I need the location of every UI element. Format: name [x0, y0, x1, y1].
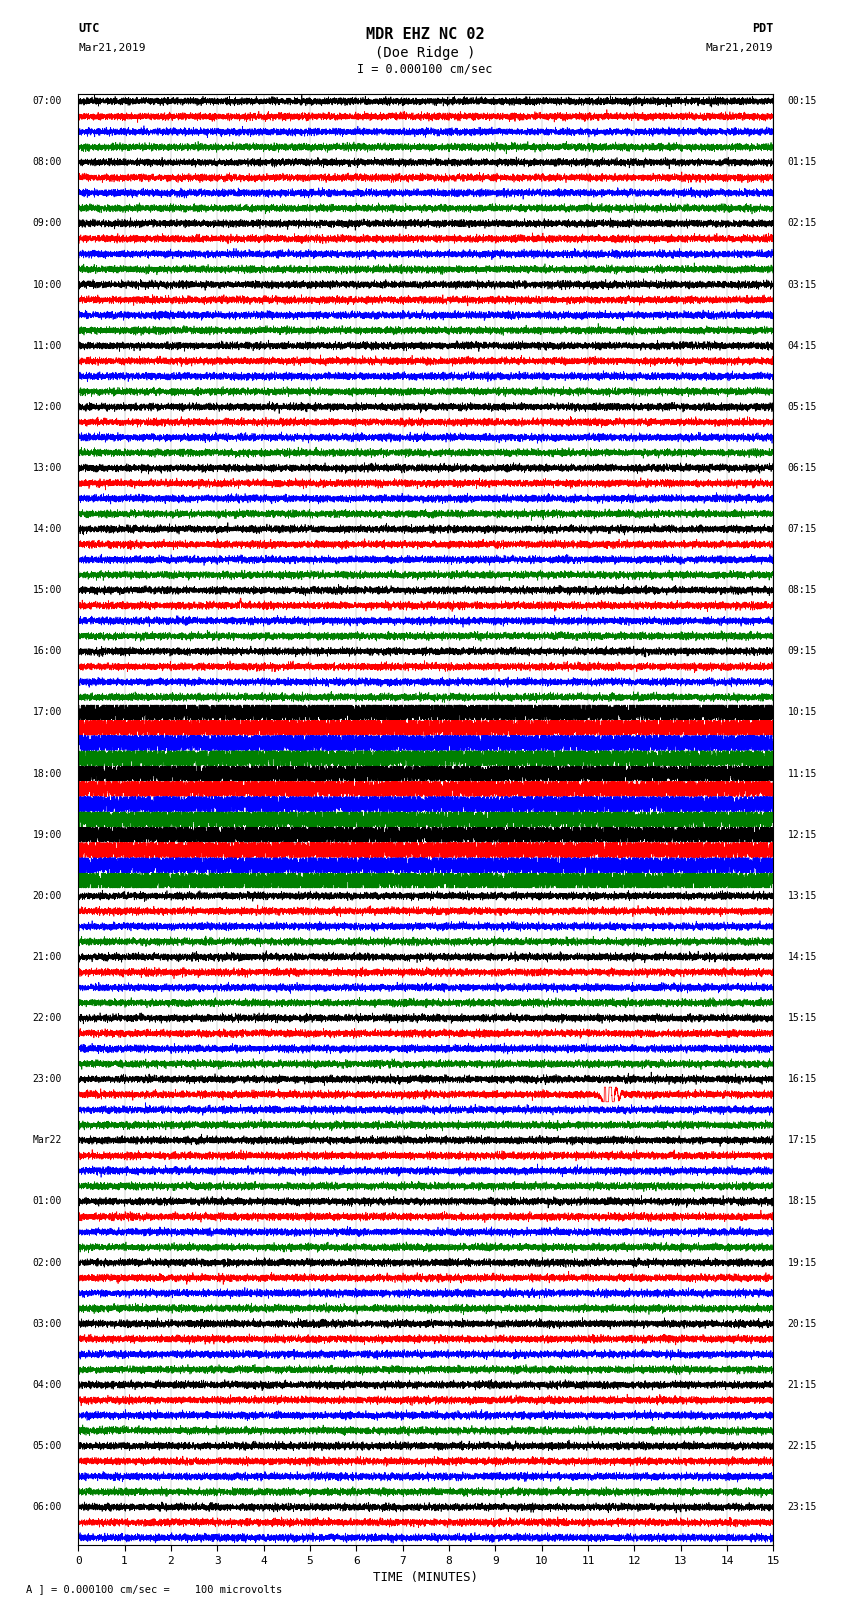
Text: 04:15: 04:15	[787, 340, 817, 350]
Text: 15:15: 15:15	[787, 1013, 817, 1023]
Text: 07:15: 07:15	[787, 524, 817, 534]
Text: 12:15: 12:15	[787, 829, 817, 840]
Text: 23:00: 23:00	[32, 1074, 62, 1084]
Text: 05:15: 05:15	[787, 402, 817, 411]
Text: 03:00: 03:00	[32, 1319, 62, 1329]
Text: 19:15: 19:15	[787, 1258, 817, 1268]
Text: 10:00: 10:00	[32, 279, 62, 290]
Text: 09:00: 09:00	[32, 218, 62, 229]
Text: 14:00: 14:00	[32, 524, 62, 534]
Text: 01:15: 01:15	[787, 158, 817, 168]
Text: 10:15: 10:15	[787, 708, 817, 718]
Text: 05:00: 05:00	[32, 1440, 62, 1452]
Text: 16:15: 16:15	[787, 1074, 817, 1084]
Text: Mar21,2019: Mar21,2019	[78, 44, 145, 53]
Text: Mar21,2019: Mar21,2019	[706, 44, 774, 53]
Text: 13:00: 13:00	[32, 463, 62, 473]
Text: 06:00: 06:00	[32, 1502, 62, 1511]
Text: 07:00: 07:00	[32, 97, 62, 106]
Text: Mar22: Mar22	[32, 1136, 62, 1145]
Text: 11:15: 11:15	[787, 768, 817, 779]
Text: 21:15: 21:15	[787, 1379, 817, 1390]
Text: 11:00: 11:00	[32, 340, 62, 350]
Text: 03:15: 03:15	[787, 279, 817, 290]
Text: 08:15: 08:15	[787, 586, 817, 595]
Text: PDT: PDT	[752, 23, 774, 35]
Text: 23:15: 23:15	[787, 1502, 817, 1511]
Text: 19:00: 19:00	[32, 829, 62, 840]
Text: 20:00: 20:00	[32, 890, 62, 900]
Text: 06:15: 06:15	[787, 463, 817, 473]
Text: 17:00: 17:00	[32, 708, 62, 718]
Text: 21:00: 21:00	[32, 952, 62, 961]
X-axis label: TIME (MINUTES): TIME (MINUTES)	[373, 1571, 479, 1584]
Text: A ] = 0.000100 cm/sec =    100 microvolts: A ] = 0.000100 cm/sec = 100 microvolts	[26, 1584, 281, 1594]
Text: 08:00: 08:00	[32, 158, 62, 168]
Text: 12:00: 12:00	[32, 402, 62, 411]
Text: 01:00: 01:00	[32, 1197, 62, 1207]
Text: I = 0.000100 cm/sec: I = 0.000100 cm/sec	[357, 63, 493, 76]
Text: MDR EHZ NC 02: MDR EHZ NC 02	[366, 27, 484, 42]
Text: 22:00: 22:00	[32, 1013, 62, 1023]
Text: 00:15: 00:15	[787, 97, 817, 106]
Text: 16:00: 16:00	[32, 647, 62, 656]
Text: 14:15: 14:15	[787, 952, 817, 961]
Text: UTC: UTC	[78, 23, 99, 35]
Text: 09:15: 09:15	[787, 647, 817, 656]
Text: 13:15: 13:15	[787, 890, 817, 900]
Text: 15:00: 15:00	[32, 586, 62, 595]
Text: 20:15: 20:15	[787, 1319, 817, 1329]
Text: 02:15: 02:15	[787, 218, 817, 229]
Text: 04:00: 04:00	[32, 1379, 62, 1390]
Text: 22:15: 22:15	[787, 1440, 817, 1452]
Text: (Doe Ridge ): (Doe Ridge )	[375, 45, 475, 60]
Text: 18:00: 18:00	[32, 768, 62, 779]
Text: 02:00: 02:00	[32, 1258, 62, 1268]
Text: 18:15: 18:15	[787, 1197, 817, 1207]
Text: 17:15: 17:15	[787, 1136, 817, 1145]
